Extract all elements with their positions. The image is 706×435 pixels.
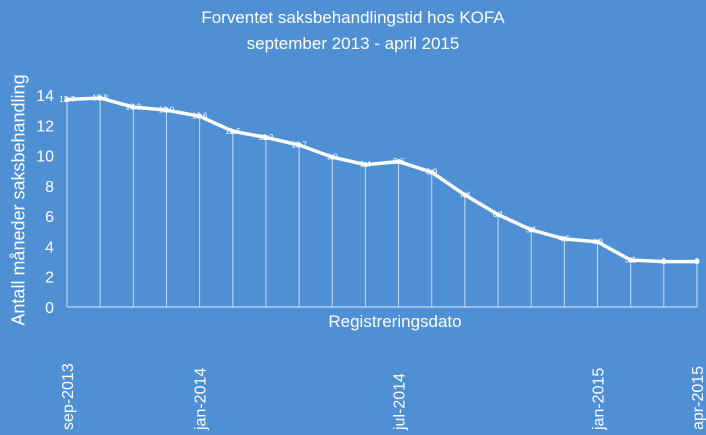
- chart-title: Forventet saksbehandlingstid hos KOFA: [201, 8, 505, 27]
- data-label: 9.4: [360, 160, 372, 169]
- data-point: [263, 134, 269, 140]
- data-label: 11.6: [225, 127, 241, 136]
- data-label: 13.7: [59, 95, 75, 104]
- y-tick-label: 10: [36, 149, 54, 166]
- data-label: 11.2: [258, 133, 274, 142]
- x-tick-label: apr-2015: [690, 366, 706, 430]
- x-tick-label: jan-2015: [591, 368, 608, 431]
- y-tick-label: 14: [36, 88, 54, 105]
- data-point: [661, 259, 667, 265]
- data-label: 4.5: [559, 234, 571, 243]
- y-tick-label: 2: [45, 270, 54, 287]
- y-tick-label: 12: [36, 118, 54, 135]
- data-point: [296, 142, 302, 148]
- data-point: [561, 236, 567, 242]
- data-point: [628, 257, 634, 263]
- data-point: [230, 128, 236, 134]
- data-label: 3: [662, 257, 667, 266]
- y-tick-label: 6: [45, 209, 54, 226]
- data-point: [197, 113, 203, 119]
- data-label: 6.1: [492, 210, 504, 219]
- data-point: [163, 107, 169, 113]
- y-tick-label: 4: [45, 239, 54, 256]
- series-line: [65, 96, 699, 264]
- data-point: [694, 259, 700, 265]
- data-label: 13.8: [92, 94, 108, 103]
- data-label: 9.9: [327, 153, 339, 162]
- data-label: 12.6: [192, 112, 208, 121]
- data-point: [462, 192, 468, 198]
- data-point: [97, 95, 103, 101]
- data-label: 7.4: [459, 190, 471, 199]
- data-point: [495, 212, 501, 218]
- data-point: [528, 227, 534, 233]
- x-axis-label: Registreringsdato: [328, 312, 462, 331]
- data-point: [64, 97, 70, 103]
- x-tick-label: jan-2014: [193, 368, 210, 431]
- data-label: 8.9: [426, 168, 438, 177]
- chart-subtitle: september 2013 - april 2015: [246, 34, 460, 53]
- data-label: 13.0: [159, 106, 175, 115]
- x-tick-label: jul-2014: [392, 373, 409, 431]
- data-point: [362, 162, 368, 168]
- y-tick-label: 0: [45, 300, 54, 317]
- data-label: 5.1: [526, 225, 538, 234]
- x-tick-label: sep-2013: [60, 363, 77, 430]
- data-point: [329, 154, 335, 160]
- y-tick-label: 8: [45, 179, 54, 196]
- data-point: [429, 169, 435, 175]
- data-point: [396, 159, 402, 165]
- data-point: [595, 239, 601, 245]
- data-label: 3: [695, 257, 700, 266]
- data-label: 4.3: [592, 237, 604, 246]
- data-label: 3.1: [625, 256, 637, 265]
- data-point: [130, 104, 136, 110]
- data-label: 13.2: [126, 103, 142, 112]
- data-label: 10.7: [291, 140, 307, 149]
- data-label: 9.6: [393, 157, 405, 166]
